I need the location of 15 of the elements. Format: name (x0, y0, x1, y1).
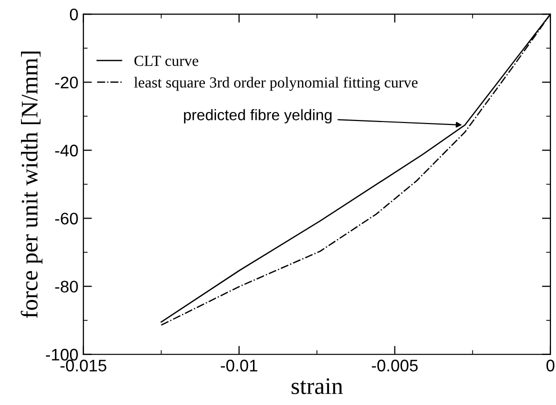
x-tick-label: -0.01 (220, 360, 258, 372)
annotation: predicted fibre yelding (184, 109, 332, 124)
y-axis-title: force per unit width [N/mm] (20, 52, 42, 318)
y-tick-label: -40 (55, 144, 78, 156)
y-tick-label: 0 (70, 8, 78, 20)
y-tick-label: -60 (55, 212, 78, 224)
y-tick-label: -80 (55, 280, 78, 293)
y-tick-label: -100 (46, 348, 78, 361)
x-tick-label: -0.015 (60, 360, 106, 372)
legend-label: CLT curve (134, 56, 198, 66)
x-tick-label: 0 (546, 360, 554, 372)
legend-label: least square 3rd order polynomial fitting curve (134, 76, 418, 91)
y-tick-label: -20 (55, 76, 78, 88)
x-axis-title: strain (292, 378, 343, 394)
x-tick-label: -0.005 (372, 360, 418, 372)
